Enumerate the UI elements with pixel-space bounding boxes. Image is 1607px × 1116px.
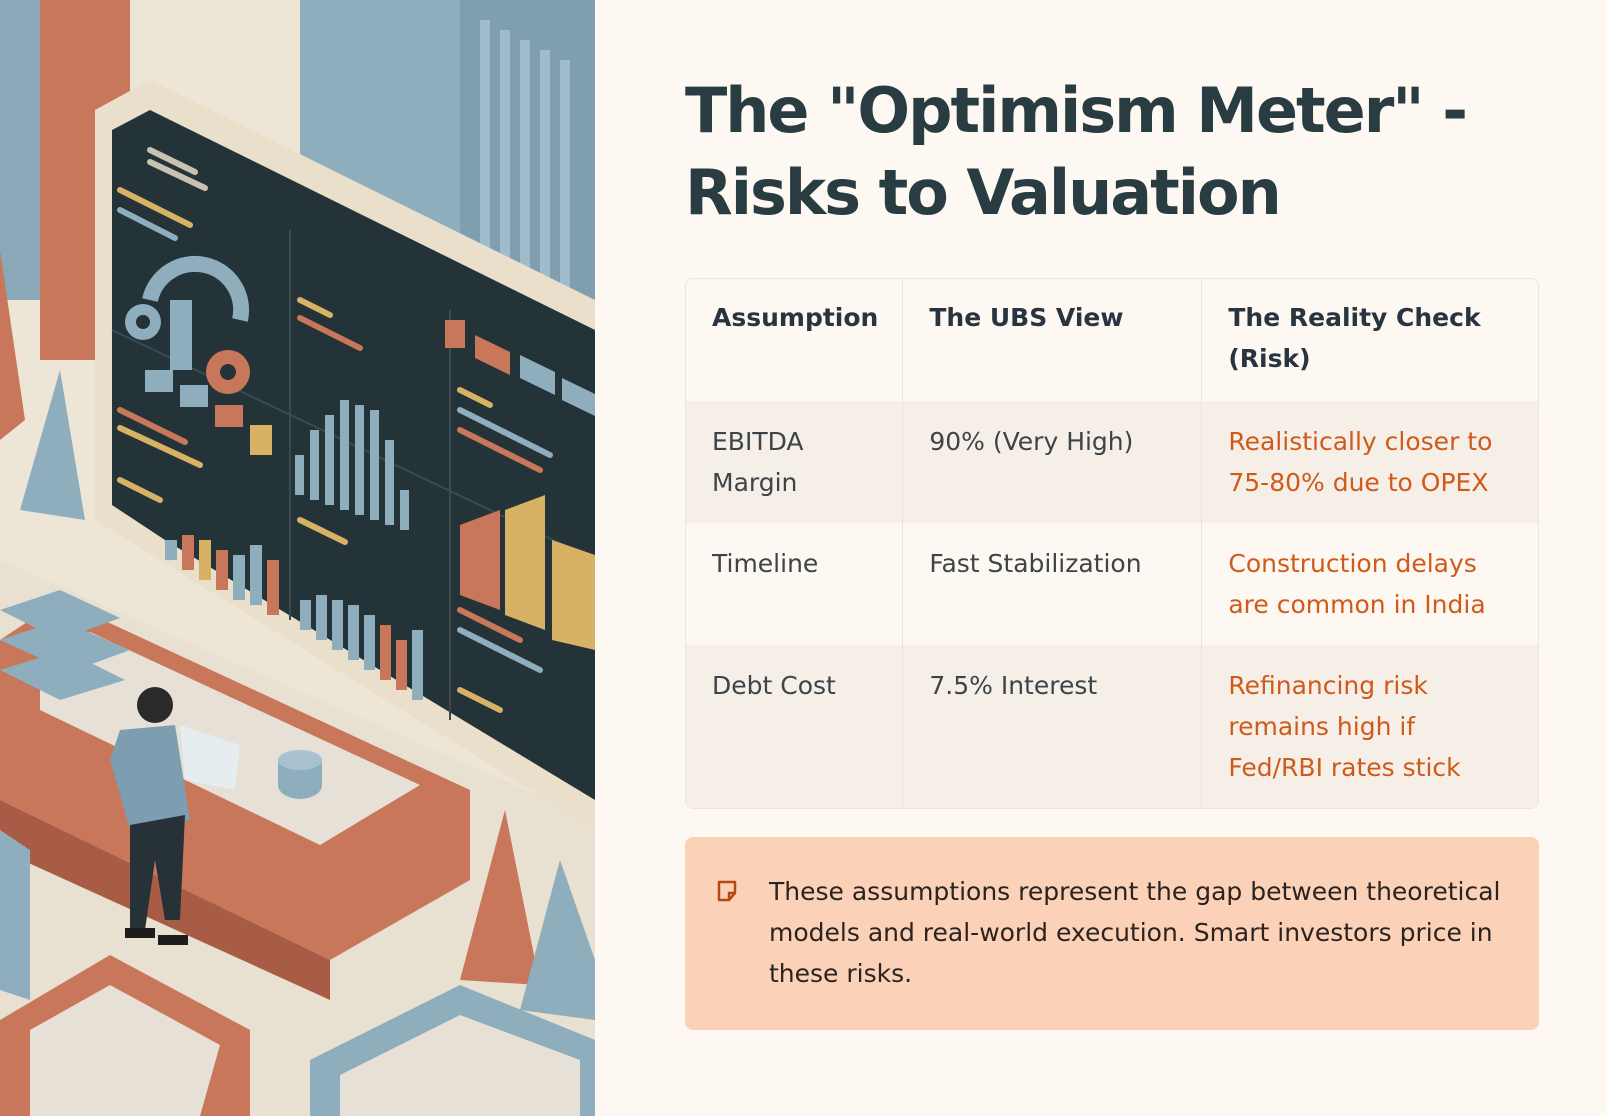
cell-reality-check: Refinancing risk remains high if Fed/RBI… bbox=[1228, 671, 1461, 782]
callout-text: These assumptions represent the gap betw… bbox=[769, 877, 1501, 988]
cell-reality-check: Realistically closer to 75-80% due to OP… bbox=[1228, 427, 1493, 497]
cell-ubs-view: 90% (Very High) bbox=[903, 401, 1203, 523]
table-header-row: Assumption The UBS View The Reality Chec… bbox=[686, 279, 1538, 401]
hero-illustration bbox=[0, 0, 595, 1116]
header-reality-check: The Reality Check (Risk) bbox=[1228, 303, 1481, 373]
cell-ubs-view: Fast Stabilization bbox=[903, 523, 1203, 645]
cell-assumption: EBITDA Margin bbox=[686, 401, 904, 523]
callout-box: These assumptions represent the gap betw… bbox=[685, 837, 1539, 1030]
note-icon bbox=[715, 879, 739, 994]
main-content: The "Optimism Meter" - Risks to Valuatio… bbox=[685, 70, 1539, 1030]
table-row: Debt Cost 7.5% Interest Refinancing risk… bbox=[686, 645, 1538, 808]
page-title: The "Optimism Meter" - Risks to Valuatio… bbox=[685, 74, 1468, 229]
risk-table: Assumption The UBS View The Reality Chec… bbox=[685, 278, 1539, 809]
cell-reality-check: Construction delays are common in India bbox=[1228, 549, 1486, 619]
cell-assumption: Debt Cost bbox=[686, 645, 904, 808]
cell-ubs-view: 7.5% Interest bbox=[903, 645, 1203, 808]
header-assumption: Assumption bbox=[686, 279, 904, 401]
cell-assumption: Timeline bbox=[686, 523, 904, 645]
table-row: Timeline Fast Stabilization Construction… bbox=[686, 523, 1538, 645]
header-ubs-view: The UBS View bbox=[903, 279, 1203, 401]
table-row: EBITDA Margin 90% (Very High) Realistica… bbox=[686, 401, 1538, 523]
